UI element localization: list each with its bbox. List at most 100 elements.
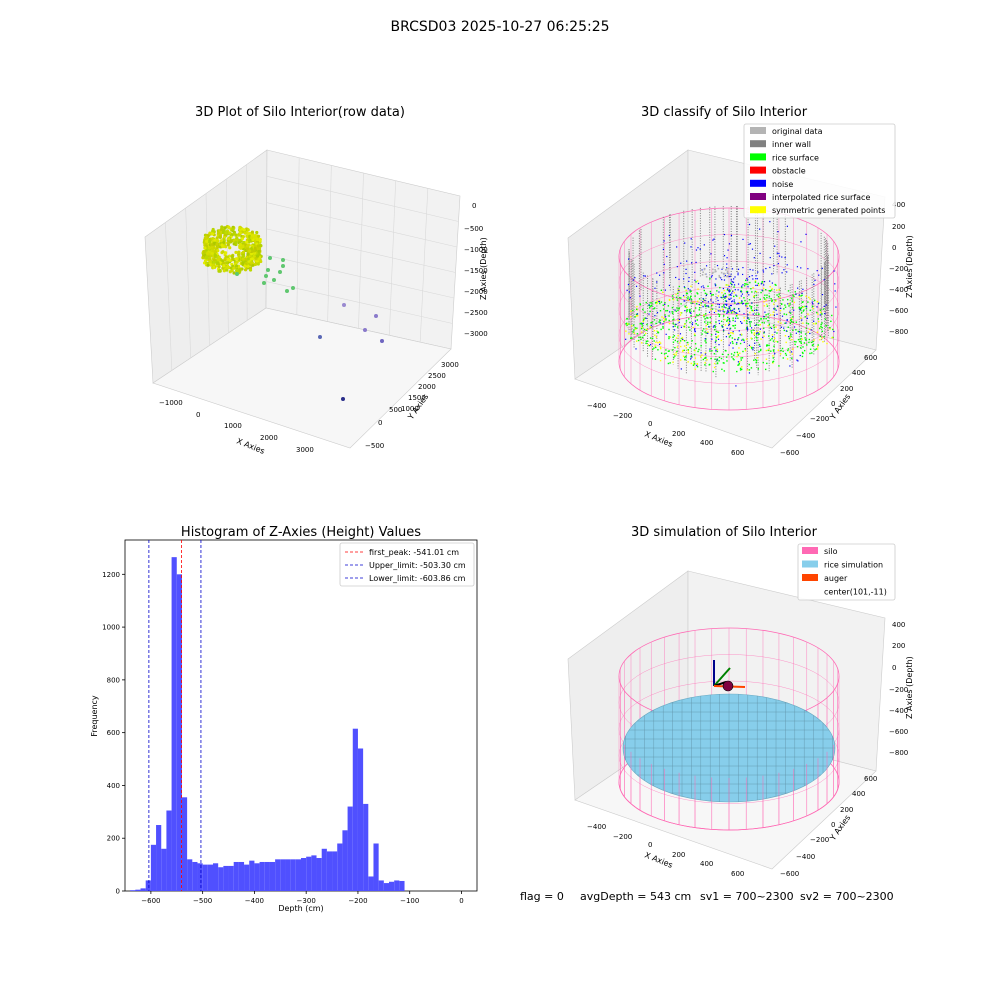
noise-point: [668, 234, 670, 237]
rice-surface-point: [684, 323, 686, 325]
rice-surface-point: [763, 301, 765, 303]
raw-point: [259, 259, 263, 264]
rice-surface-point: [680, 312, 682, 314]
noise-point: [727, 309, 729, 311]
rice-surface-point: [822, 308, 825, 310]
noise-point: [654, 315, 656, 317]
rice-surface-point: [787, 326, 789, 328]
rice-surface-point: [774, 337, 776, 340]
rice-surface-point: [763, 322, 766, 324]
noise-point: [752, 349, 754, 351]
noise-point: [735, 312, 737, 314]
noise-point: [732, 290, 734, 292]
rice-surface-point: [659, 359, 662, 362]
rice-surface-point: [764, 298, 766, 300]
noise-point: [736, 303, 738, 305]
histogram-bar: [181, 797, 188, 891]
rice-surface-point: [696, 292, 698, 294]
noise-point: [688, 277, 690, 279]
raw-point: [256, 244, 260, 248]
raw-point: [222, 228, 226, 233]
noise-point: [663, 272, 665, 274]
noise-point: [627, 283, 630, 286]
rice-surface-point: [759, 331, 761, 333]
noise-point: [731, 300, 733, 302]
rice-surface-point: [678, 290, 680, 292]
noise-point: [783, 269, 785, 271]
rice-surface-point: [698, 313, 701, 316]
noise-point: [813, 320, 815, 322]
rice-surface-point: [643, 318, 646, 320]
rice-surface-point: [738, 362, 740, 365]
noise-point: [644, 275, 646, 277]
rice-surface-point: [723, 362, 725, 364]
rice-surface-point: [775, 326, 777, 328]
raw-point: [246, 257, 250, 261]
rice-surface-point: [642, 308, 644, 311]
rice-surface-point: [778, 365, 780, 367]
rice-surface-point: [671, 349, 674, 351]
noise-point: [729, 275, 731, 278]
rice-surface-point: [657, 341, 659, 344]
rice-surface-point: [787, 348, 790, 350]
rice-surface-point: [641, 342, 643, 344]
rice-surface-point: [735, 315, 738, 317]
rice-surface-point: [707, 321, 709, 323]
rice-surface-point: [668, 299, 671, 302]
noise-point: [769, 221, 771, 223]
noise-point: [729, 321, 731, 323]
rice-surface-point: [784, 306, 787, 308]
rice-surface-point: [783, 308, 785, 310]
raw-point: [225, 261, 229, 265]
noise-point: [833, 270, 835, 272]
raw-point: [212, 260, 217, 264]
rice-surface-point: [742, 338, 744, 341]
histogram-bar: [394, 880, 400, 891]
raw-point: [228, 246, 232, 250]
panel-classify-3d: 3D classify of Silo Interior −400 −200 0…: [567, 105, 914, 457]
noise-point: [795, 332, 797, 334]
rice-surface-point: [790, 317, 793, 320]
rice-surface-point: [728, 318, 730, 321]
raw-point: [241, 261, 245, 266]
noise-point: [696, 364, 698, 366]
rice-surface-point: [749, 325, 752, 327]
rice-surface-point: [807, 331, 809, 333]
noise-point: [731, 292, 733, 294]
raw-point: [223, 226, 227, 230]
noise-point: [759, 252, 761, 255]
noise-point: [709, 292, 712, 295]
rice-surface-point: [650, 322, 652, 324]
rice-surface-point: [795, 341, 797, 343]
noise-point: [723, 306, 725, 308]
rice-surface-point: [660, 347, 662, 350]
rice-surface-point: [727, 333, 730, 335]
noise-point: [807, 268, 809, 270]
rice-surface-point: [739, 352, 741, 354]
rice-surface-point: [803, 349, 806, 352]
rice-surface-point: [677, 309, 679, 312]
noise-point: [738, 310, 741, 312]
noise-point: [717, 303, 719, 305]
rice-surface-point: [765, 358, 768, 360]
noise-point: [765, 267, 767, 270]
histogram-bar: [145, 880, 151, 891]
rice-surface-point: [680, 345, 682, 348]
rice-surface-point: [763, 305, 766, 307]
noise-point: [738, 308, 740, 310]
noise-point: [718, 344, 720, 346]
noise-point: [773, 314, 775, 316]
noise-point: [674, 309, 676, 311]
rice-surface-point: [807, 323, 810, 325]
rice-surface-point: [774, 308, 776, 310]
rice-surface-point: [758, 343, 761, 346]
rice-surface-point: [640, 331, 643, 333]
rice-surface-point: [790, 319, 792, 322]
rice-surface-point: [707, 317, 709, 319]
rice-surface-point: [626, 324, 628, 326]
histogram-bar: [316, 858, 322, 891]
noise-point: [731, 283, 733, 286]
histogram-bar: [280, 859, 286, 891]
rice-surface-point: [812, 340, 814, 343]
rice-surface-point: [726, 360, 728, 362]
